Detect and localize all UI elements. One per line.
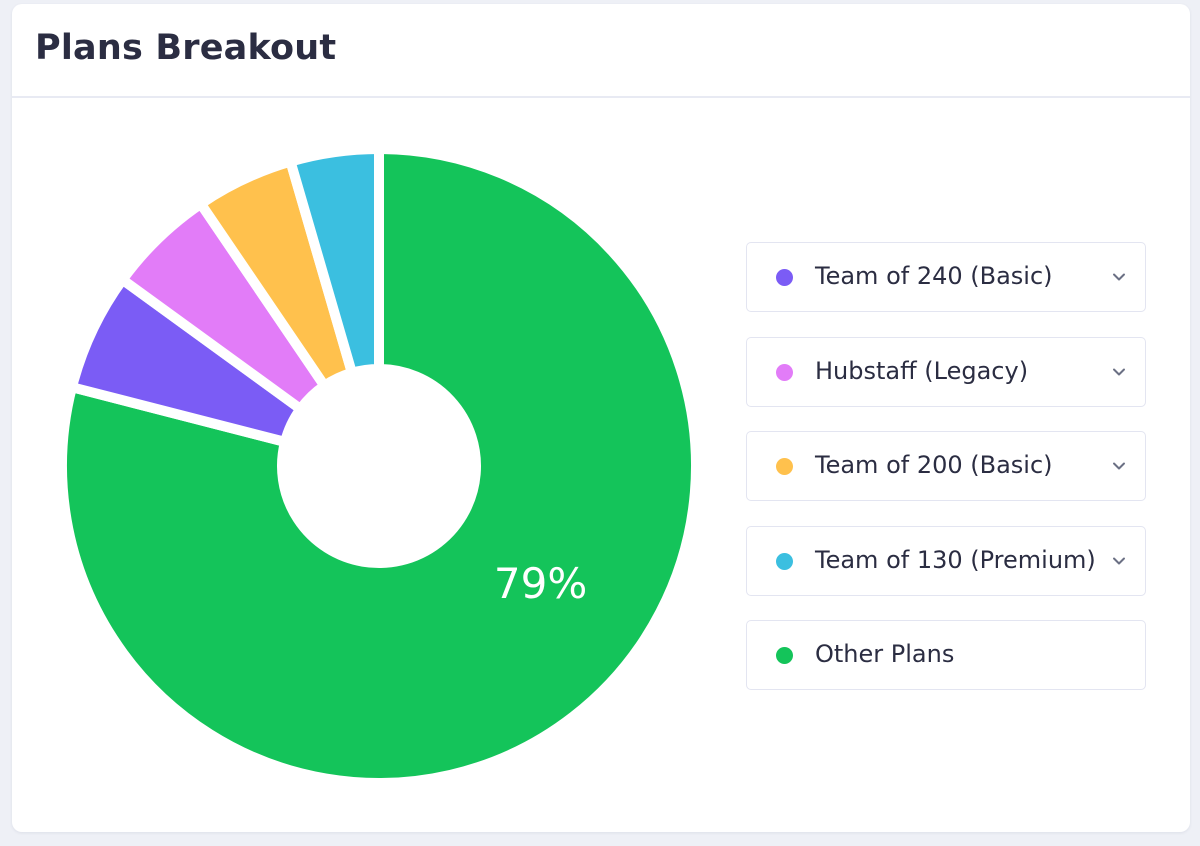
legend-label: Hubstaff (Legacy) bbox=[815, 356, 1029, 385]
plans-breakout-card: Plans Breakout 79% Team of 240 (Basic) H… bbox=[12, 4, 1190, 832]
legend-dot bbox=[776, 552, 793, 570]
legend-item-team-of-200-basic[interactable]: Team of 200 (Basic) bbox=[746, 431, 1146, 501]
legend-dot bbox=[776, 269, 793, 286]
donut-data-labels: 79% bbox=[494, 559, 587, 608]
legend-item-other-plans: Other Plans bbox=[746, 620, 1146, 690]
chevron-down-icon bbox=[1113, 462, 1125, 470]
legend-item-hubstaff-legacy[interactable]: Hubstaff (Legacy) bbox=[746, 336, 1146, 407]
data-label-other-plans: 79% bbox=[494, 559, 587, 608]
card-header: Plans Breakout bbox=[12, 4, 1190, 98]
donut-chart: 79% bbox=[57, 143, 701, 788]
donut-slice-other-plans[interactable] bbox=[57, 143, 701, 788]
legend-dot bbox=[776, 363, 793, 381]
legend-item-team-of-130-premium[interactable]: Team of 130 (Premium) bbox=[746, 525, 1146, 596]
chart-legend: Team of 240 (Basic) Hubstaff (Legacy) Te… bbox=[746, 242, 1146, 715]
chevron-down-icon bbox=[1113, 273, 1125, 281]
legend-dot bbox=[776, 647, 793, 664]
legend-label: Team of 130 (Premium) bbox=[815, 545, 1096, 574]
chevron-down-icon bbox=[1113, 557, 1125, 564]
legend-label: Other Plans bbox=[815, 640, 955, 668]
legend-dot bbox=[776, 458, 793, 475]
donut-slices bbox=[57, 143, 701, 788]
card-title: Plans Breakout bbox=[35, 28, 337, 68]
donut-slice-team-of-130-premium[interactable] bbox=[284, 143, 384, 380]
legend-label: Team of 200 (Basic) bbox=[815, 451, 1053, 479]
legend-item-team-of-240-basic[interactable]: Team of 240 (Basic) bbox=[746, 242, 1146, 312]
chevron-down-icon bbox=[1113, 368, 1125, 375]
legend-label: Team of 240 (Basic) bbox=[815, 262, 1053, 290]
